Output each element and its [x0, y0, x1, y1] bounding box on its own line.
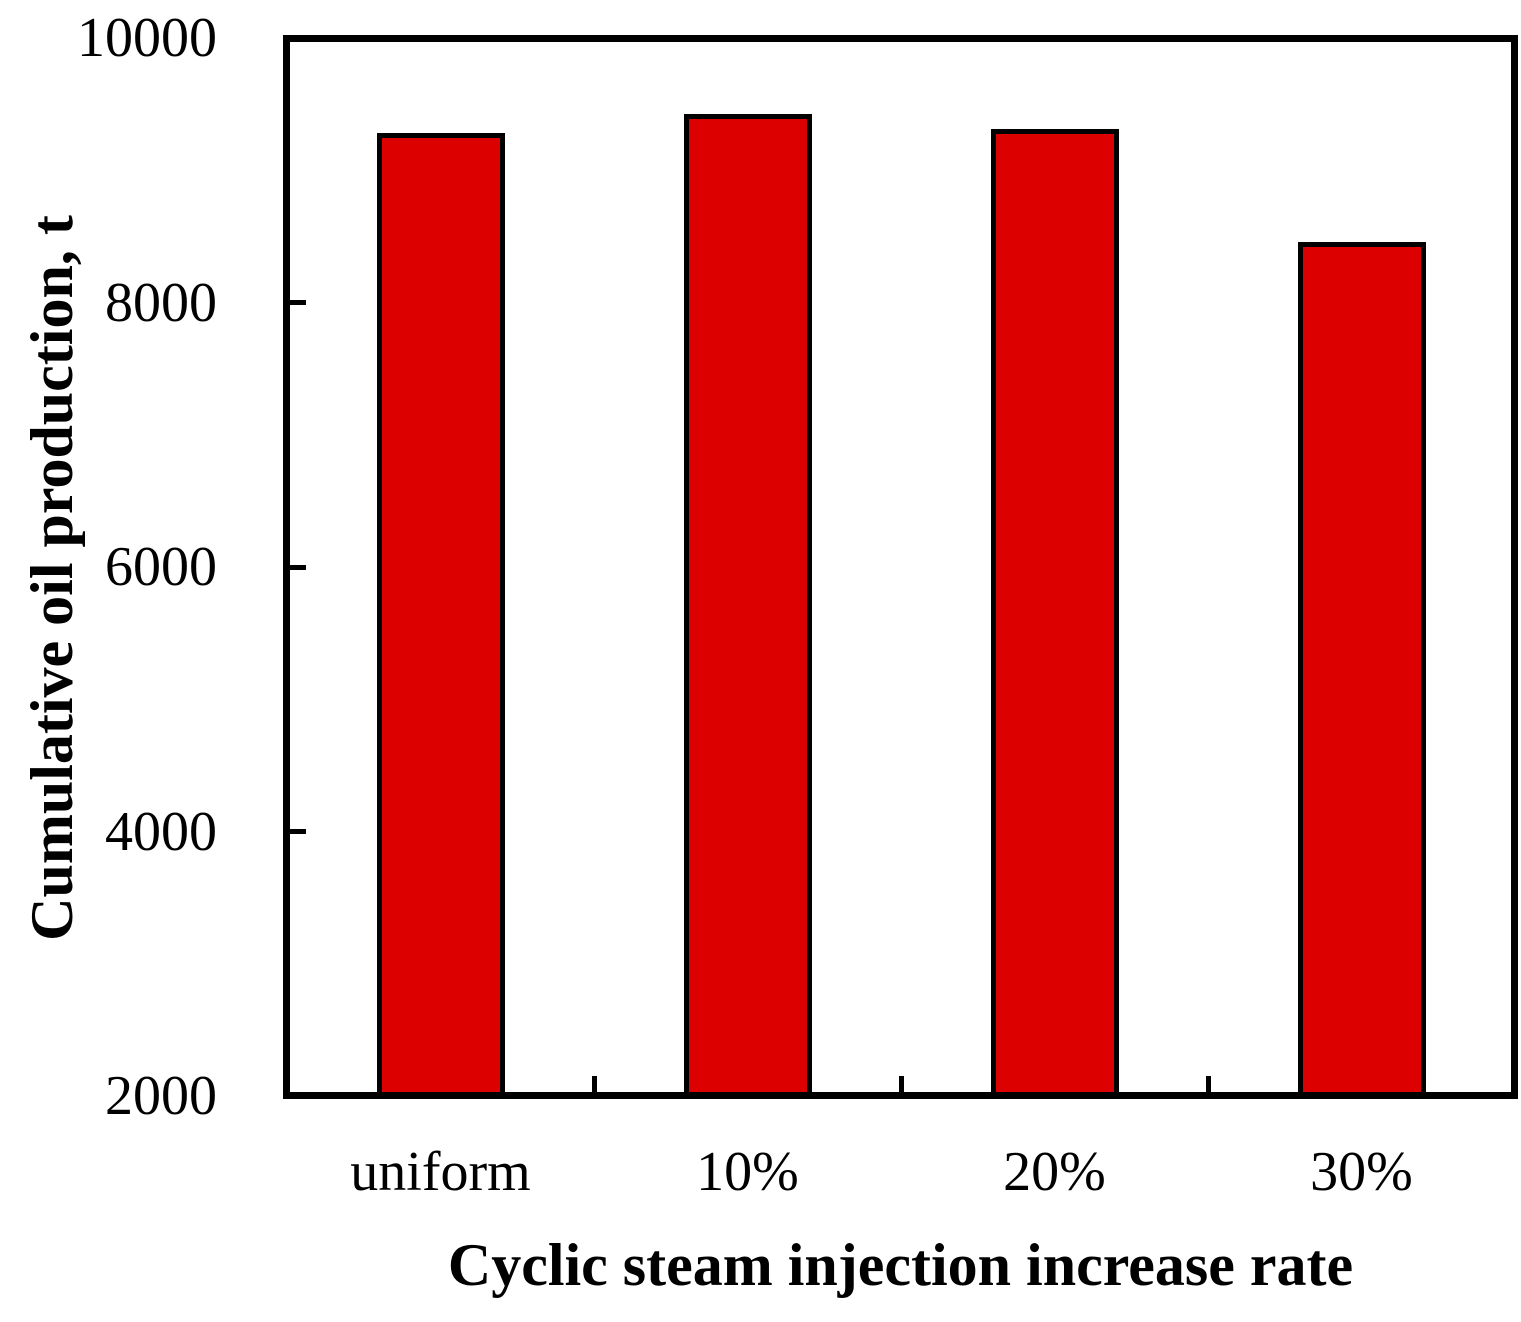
- x-tick-mark-3: [1205, 1076, 1211, 1092]
- plot-area: [290, 42, 1511, 1092]
- y-tick-label-4000: 4000: [105, 800, 217, 863]
- x-tick-label-uniform: uniform: [350, 1141, 531, 1203]
- y-tick-label-2000: 2000: [105, 1065, 217, 1127]
- x-tick-label-10: 10%: [696, 1141, 799, 1203]
- x-tick-label-30: 30%: [1310, 1141, 1413, 1203]
- bar-uniform: [376, 133, 505, 1092]
- x-axis-title: Cyclic steam injection increase rate: [447, 1232, 1354, 1298]
- y-axis-title: Cumulative oil production, t: [19, 215, 85, 941]
- y-tick-label-6000: 6000: [105, 536, 217, 598]
- bar-10: [683, 113, 812, 1092]
- y-tick-label-10000: 10000: [77, 7, 217, 69]
- x-tick-label-20: 20%: [1003, 1141, 1106, 1203]
- y-tick-mark-8000: [290, 300, 306, 305]
- y-tick-label-8000: 8000: [105, 271, 217, 334]
- bar-20: [990, 129, 1119, 1092]
- y-tick-mark-6000: [290, 564, 306, 570]
- x-tick-mark-1: [591, 1076, 597, 1092]
- bar-30: [1297, 241, 1426, 1092]
- x-tick-mark-2: [898, 1076, 904, 1092]
- y-tick-mark-4000: [290, 829, 306, 834]
